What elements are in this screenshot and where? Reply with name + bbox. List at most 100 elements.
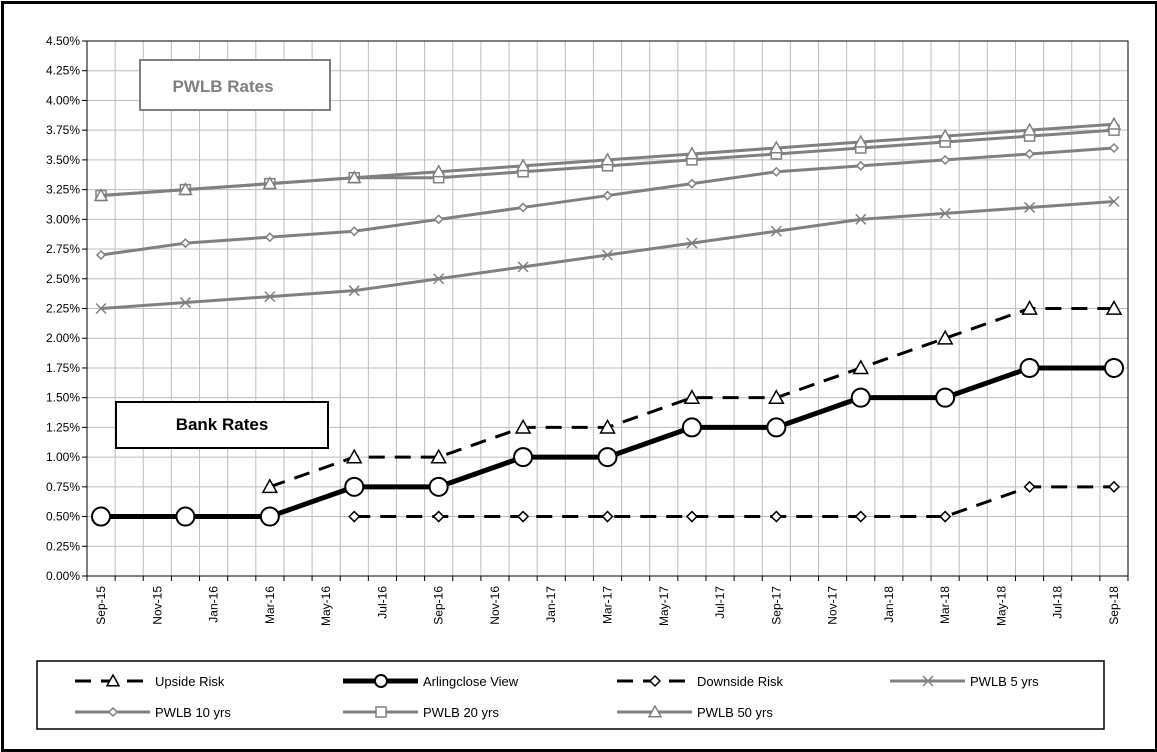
y-tick-label: 2.50%	[46, 272, 80, 286]
legend-item-pwlb-50-yrs: PWLB 50 yrs	[617, 704, 773, 720]
x-tick-label: Sep-15	[94, 586, 108, 625]
data-point-downside-risk	[939, 510, 952, 523]
data-point-pwlb-50-yrs	[600, 152, 615, 166]
data-point-pwlb-5-yrs	[855, 213, 867, 225]
data-point-pwlb-10-yrs	[180, 238, 191, 249]
series-upside-risk	[261, 299, 1123, 494]
data-point-arlingclose-view	[259, 506, 280, 527]
y-tick-label: 4.25%	[46, 64, 80, 78]
data-point-pwlb-5-yrs	[1024, 201, 1036, 213]
legend-marker	[922, 675, 934, 687]
legend-item-upside-risk: Upside Risk	[75, 673, 225, 689]
legend-item-downside-risk: Downside Risk	[617, 674, 783, 689]
x-tick-label: Jul-16	[375, 586, 389, 619]
data-point-pwlb-50-yrs	[937, 128, 953, 142]
x-tick-label: Mar-18	[938, 586, 952, 624]
data-point-arlingclose-view	[91, 506, 111, 527]
data-point-upside-risk	[430, 448, 447, 464]
series-pwlb-5-yrs	[95, 195, 1120, 315]
data-point-pwlb-10-yrs	[771, 166, 782, 177]
data-point-pwlb-10-yrs	[940, 154, 951, 165]
series-layer	[91, 116, 1124, 527]
y-tick-label: 1.25%	[46, 420, 80, 434]
x-tick-label: Nov-16	[488, 586, 502, 625]
y-tick-label: 4.00%	[46, 93, 80, 107]
data-point-pwlb-10-yrs	[433, 214, 444, 225]
data-point-pwlb-10-yrs	[349, 226, 360, 237]
data-point-pwlb-10-yrs	[95, 249, 107, 261]
y-tick-label: 3.75%	[46, 123, 80, 137]
data-point-pwlb-10-yrs	[1108, 142, 1120, 154]
data-point-upside-risk	[768, 389, 785, 405]
y-tick-label: 0.75%	[46, 480, 80, 494]
data-point-downside-risk	[601, 510, 614, 523]
data-point-pwlb-10-yrs	[518, 202, 529, 213]
pwlb-rates-label: PWLB Rates	[172, 77, 273, 96]
legend-marker	[647, 704, 663, 718]
data-point-pwlb-5-yrs	[95, 302, 107, 315]
y-tick-label: 0.00%	[46, 569, 80, 583]
data-point-upside-risk	[514, 418, 532, 434]
data-point-pwlb-50-yrs	[853, 134, 869, 148]
annotation-layer: PWLB Rates Bank Rates	[115, 59, 331, 449]
legend-item-pwlb-5-yrs: PWLB 5 yrs	[890, 674, 1039, 689]
data-point-pwlb-10-yrs	[855, 160, 866, 171]
data-point-downside-risk	[1107, 480, 1121, 493]
data-point-pwlb-5-yrs	[1108, 195, 1120, 208]
y-tick-label: 1.75%	[46, 361, 80, 375]
bank-rates-box	[115, 401, 329, 449]
legend-marker	[374, 674, 388, 688]
data-point-downside-risk	[348, 510, 361, 523]
x-tick-label: May-18	[994, 586, 1008, 626]
data-point-pwlb-5-yrs	[179, 297, 191, 309]
y-tick-label: 0.25%	[46, 539, 80, 553]
data-point-pwlb-50-yrs	[684, 146, 700, 160]
series-arlingclose-view	[91, 357, 1124, 527]
data-point-downside-risk	[517, 510, 530, 523]
data-point-upside-risk	[852, 359, 870, 375]
legend-item-pwlb-10-yrs: PWLB 10 yrs	[75, 705, 231, 720]
legend: Upside Risk Arlingclose View Downside Risk…	[36, 660, 1105, 730]
x-tick-label: May-17	[657, 586, 671, 626]
legend-marker	[375, 706, 387, 718]
y-tick-label: 2.00%	[46, 331, 80, 345]
data-point-pwlb-50-yrs	[1106, 116, 1122, 130]
y-tick-label: 4.50%	[46, 34, 80, 48]
x-tick-label: Jan-16	[207, 586, 221, 623]
legend-item-arlingclose-view: Arlingclose View	[343, 674, 519, 689]
data-point-upside-risk	[683, 389, 701, 405]
data-point-pwlb-10-yrs	[1024, 148, 1035, 160]
data-point-pwlb-50-yrs	[178, 182, 193, 196]
data-point-pwlb-50-yrs	[431, 164, 446, 178]
data-point-arlingclose-view	[766, 417, 787, 438]
y-tick-label: 3.00%	[46, 212, 80, 226]
data-point-upside-risk	[261, 478, 279, 494]
legend-label: Arlingclose View	[423, 674, 519, 689]
bank-rates-label: Bank Rates	[176, 415, 269, 434]
data-point-downside-risk	[770, 510, 783, 523]
data-point-pwlb-10-yrs	[686, 178, 697, 189]
y-tick-label: 2.75%	[46, 242, 80, 256]
data-point-pwlb-50-yrs	[262, 176, 278, 190]
legend-label: PWLB 10 yrs	[155, 705, 231, 720]
legend-label: PWLB 5 yrs	[970, 674, 1039, 689]
grid-layer	[86, 40, 1129, 577]
y-tick-label: 1.50%	[46, 391, 80, 405]
data-point-arlingclose-view	[344, 476, 365, 497]
data-point-arlingclose-view	[175, 506, 196, 527]
y-tick-label: 1.00%	[46, 450, 80, 464]
data-point-pwlb-10-yrs	[602, 190, 613, 201]
pwlb-rates-box	[139, 59, 331, 111]
axis-layer: 0.00% 0.25% 0.50% 0.75% 1.00% 1.25% 1.50% 1.75%…	[46, 34, 1129, 626]
data-point-pwlb-5-yrs	[601, 249, 614, 261]
data-point-pwlb-50-yrs	[515, 158, 531, 172]
x-tick-label: Mar-17	[601, 586, 615, 624]
x-tick-label: May-16	[319, 586, 333, 626]
x-tick-label: Mar-16	[263, 586, 277, 624]
y-tick-label: 0.50%	[46, 510, 80, 524]
data-point-pwlb-5-yrs	[348, 285, 360, 297]
x-tick-label: Nov-17	[826, 586, 840, 625]
legend-label: Upside Risk	[155, 674, 225, 689]
data-point-upside-risk	[936, 329, 954, 345]
y-tick-label: 3.50%	[46, 153, 80, 167]
